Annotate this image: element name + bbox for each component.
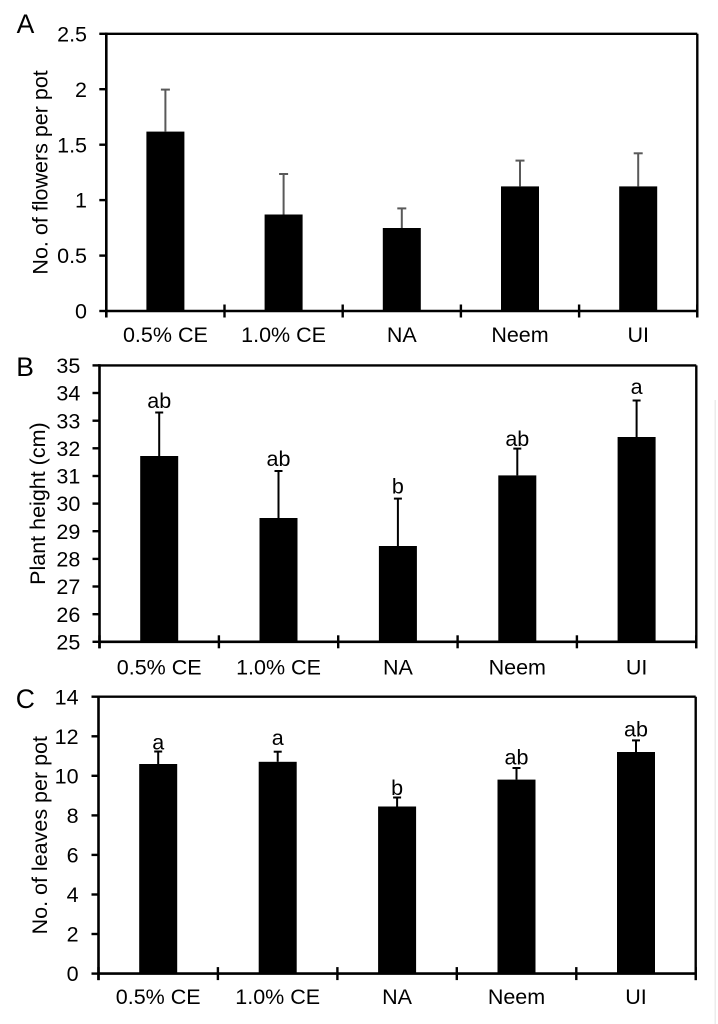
svg-text:NA: NA xyxy=(383,656,414,680)
svg-text:34: 34 xyxy=(56,382,80,406)
svg-text:a: a xyxy=(631,375,643,399)
svg-text:NA: NA xyxy=(387,323,418,347)
svg-text:Neem: Neem xyxy=(488,985,545,1009)
svg-text:b: b xyxy=(392,475,404,499)
svg-text:0: 0 xyxy=(75,300,87,324)
svg-text:2: 2 xyxy=(67,923,79,947)
svg-text:1.0% CE: 1.0% CE xyxy=(241,323,326,347)
svg-text:0: 0 xyxy=(67,962,79,986)
svg-text:35: 35 xyxy=(56,354,80,378)
svg-text:B: B xyxy=(16,352,34,382)
svg-text:2.5: 2.5 xyxy=(57,22,87,46)
svg-text:ab: ab xyxy=(505,746,529,770)
svg-text:32: 32 xyxy=(56,437,80,461)
svg-text:4: 4 xyxy=(67,883,79,907)
svg-text:2: 2 xyxy=(75,78,87,102)
svg-text:ab: ab xyxy=(505,427,529,451)
svg-text:Neem: Neem xyxy=(491,323,548,347)
svg-text:ab: ab xyxy=(624,718,648,742)
svg-text:0.5% CE: 0.5% CE xyxy=(116,985,201,1009)
svg-text:a: a xyxy=(152,731,164,755)
svg-text:UI: UI xyxy=(627,323,649,347)
svg-text:1.5: 1.5 xyxy=(57,133,87,157)
svg-text:ab: ab xyxy=(267,447,291,471)
svg-text:12: 12 xyxy=(55,725,79,749)
svg-text:NA: NA xyxy=(382,985,413,1009)
svg-text:UI: UI xyxy=(626,656,648,680)
svg-text:Neem: Neem xyxy=(489,656,546,680)
svg-text:29: 29 xyxy=(56,520,80,544)
svg-text:1: 1 xyxy=(75,189,87,213)
svg-text:a: a xyxy=(272,726,284,750)
svg-text:No. of leaves per pot: No. of leaves per pot xyxy=(28,736,52,934)
svg-text:27: 27 xyxy=(56,575,80,599)
svg-text:0.5% CE: 0.5% CE xyxy=(117,656,202,680)
svg-text:b: b xyxy=(391,776,403,800)
svg-text:C: C xyxy=(16,684,35,714)
svg-text:1.0% CE: 1.0% CE xyxy=(235,985,320,1009)
svg-text:No. of flowers per pot: No. of flowers per pot xyxy=(29,70,53,274)
svg-text:UI: UI xyxy=(625,985,647,1009)
svg-text:26: 26 xyxy=(56,603,80,627)
svg-text:31: 31 xyxy=(56,465,80,489)
svg-text:14: 14 xyxy=(55,685,79,709)
svg-text:1.0% CE: 1.0% CE xyxy=(236,656,321,680)
svg-text:25: 25 xyxy=(56,630,80,654)
svg-text:ab: ab xyxy=(147,389,171,413)
svg-text:A: A xyxy=(17,9,35,39)
svg-text:30: 30 xyxy=(56,492,80,516)
svg-text:28: 28 xyxy=(56,548,80,572)
svg-text:10: 10 xyxy=(55,764,79,788)
svg-text:6: 6 xyxy=(67,844,79,868)
svg-text:8: 8 xyxy=(67,804,79,828)
svg-text:0.5% CE: 0.5% CE xyxy=(123,323,208,347)
svg-text:33: 33 xyxy=(56,409,80,433)
svg-text:Plant height (cm): Plant height (cm) xyxy=(26,422,50,585)
svg-text:0.5: 0.5 xyxy=(57,244,87,268)
